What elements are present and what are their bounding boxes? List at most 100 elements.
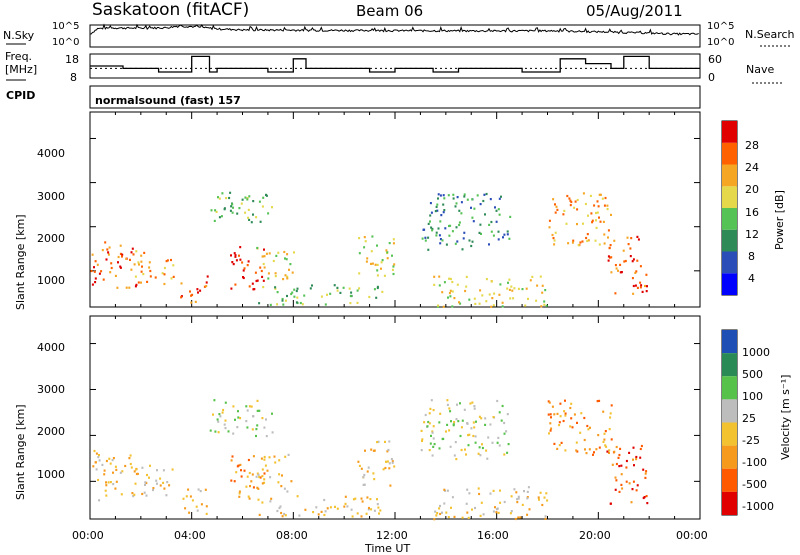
power-cell [221,192,224,195]
velocity-cell [94,461,97,464]
velocity-cell [283,487,286,490]
velocity-cell [283,512,286,516]
velocity-cell [465,502,468,505]
velocity-cell [124,464,127,468]
velocity-cell [598,446,601,449]
power-cell [373,288,376,291]
power-cell [276,291,279,294]
power-cell [149,275,152,278]
power-cell [269,303,272,306]
power-cell [283,250,286,254]
velocity-cell [464,448,466,451]
power-cb-tick-16: 16 [745,206,759,219]
velocity-cell [428,422,431,425]
power-cell [161,272,164,275]
power-cell [149,269,152,273]
velocity-cell [352,498,355,501]
velocity-cell [482,513,485,516]
velocity-cell [212,413,214,416]
velocity-cell [618,465,621,468]
power-cell [108,246,111,249]
power-cell [241,261,244,264]
velocity-cell [452,423,455,426]
velocity-cell [334,505,336,508]
power-cell [246,264,249,267]
velocity-cell [478,492,481,496]
power-cell [258,302,261,305]
velocity-cell [603,438,606,441]
power-cell [510,285,513,288]
power-cell [263,248,265,251]
power-cell [599,193,602,196]
velocity-cell [281,474,283,477]
velocity-cell [209,429,212,432]
power-cell [336,286,339,289]
power-cell [272,259,275,263]
velocity-cell [426,425,429,428]
power-cell [567,242,570,245]
velocity-cell [245,485,248,488]
power-cell [430,226,433,229]
power-cell [276,303,279,306]
power-cell [512,297,515,300]
velocity-cell [368,506,370,510]
velocity-cell [255,475,258,478]
velocity-cell [284,514,287,517]
power-cell [451,290,454,293]
power-cell [497,208,500,211]
power-cell [449,295,452,298]
power-cell [230,254,232,257]
velocity-cell [570,417,573,420]
velocity-cell [485,449,488,452]
velocity-cb-tick-m100: -100 [742,456,767,469]
power-cell [443,197,446,200]
power-cell [463,195,466,198]
velocity-cell [278,459,281,462]
power-cell [488,293,491,296]
power-cb-tick-20: 20 [745,183,759,196]
velocity-cell [446,489,449,492]
velocity-cell [633,464,635,467]
nave-tick-low: 0 [708,71,715,84]
power-cell [501,305,504,308]
velocity-cell [279,505,282,508]
velocity-cell [204,488,207,491]
power-cell [607,236,609,239]
velocity-cell [92,465,95,468]
power-cell [431,229,434,232]
nsearch-tick-high: 10^5 [707,21,735,32]
velocity-cell [595,448,598,451]
velocity-cell [247,458,250,462]
power-cell [513,287,516,290]
velocity-cell [480,501,483,504]
power-cell [430,211,433,214]
power-cell [451,230,454,233]
power-cell [291,271,294,274]
power-cell [585,236,588,240]
velocity-cell [271,431,274,434]
power-cell [259,266,262,269]
velocity-cell [435,514,438,517]
power-cell [296,296,299,299]
power-cell [452,193,455,196]
power-cell [471,240,474,243]
power-cell [429,202,432,205]
power-cell [125,257,128,260]
power-cell [447,194,450,197]
velocity-cell [315,506,318,509]
power-cell [473,297,476,300]
power-cell [140,260,143,263]
velocity-cell [376,498,378,501]
power-cell [146,280,149,283]
power-cell [436,203,439,206]
power-cell [595,226,598,229]
velocity-cell [281,515,284,518]
power-cell [593,204,596,207]
velocity-cell [119,471,122,474]
power-cell [170,277,173,280]
power-cb-tick-4: 4 [748,272,755,285]
power-cell [256,246,259,250]
power-cell [645,273,648,276]
velocity-colorbar-cell [722,330,737,354]
